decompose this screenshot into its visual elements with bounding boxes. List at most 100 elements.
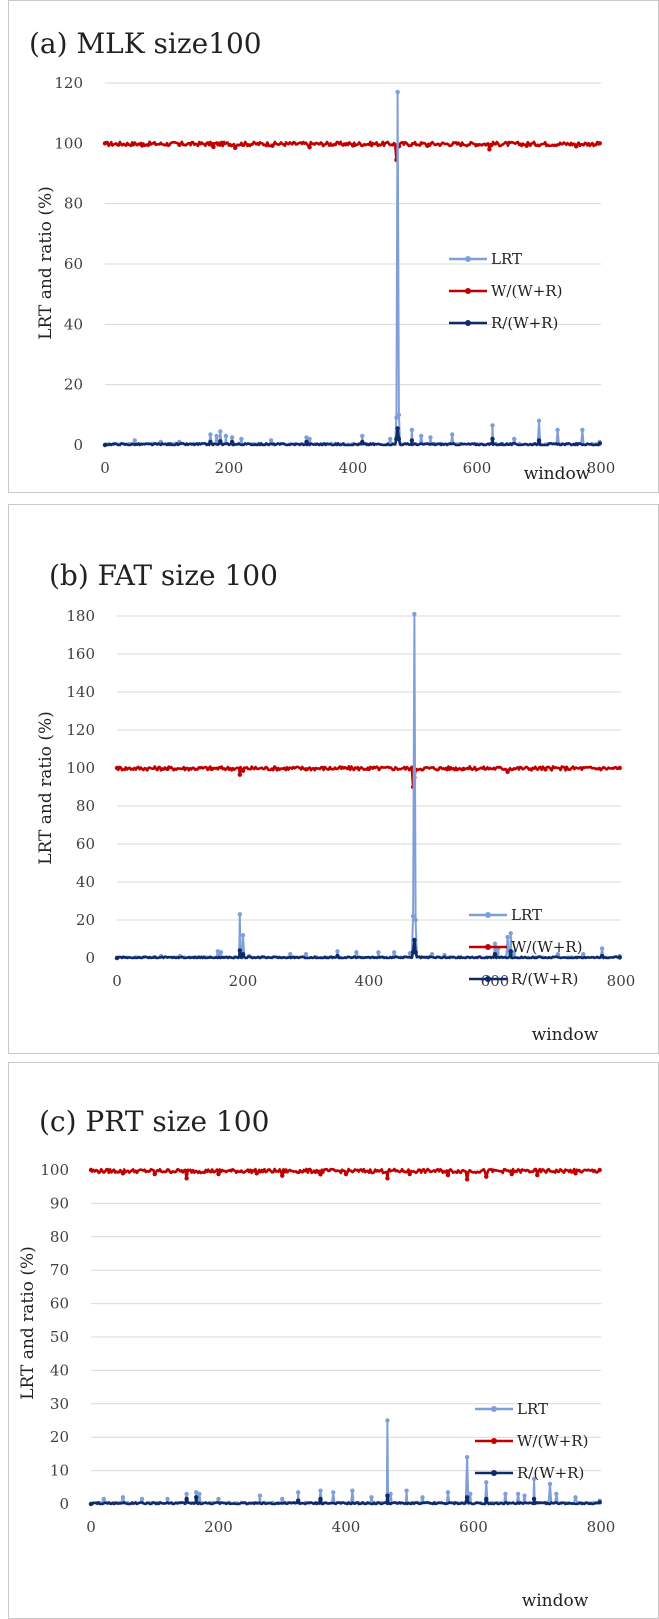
data-point bbox=[214, 433, 219, 439]
data-point bbox=[165, 766, 170, 772]
data-point bbox=[303, 767, 309, 772]
x-tick-label: 800 bbox=[587, 459, 616, 477]
data-point bbox=[543, 767, 548, 772]
data-point bbox=[580, 427, 585, 433]
data-point bbox=[412, 611, 417, 617]
x-tick-label: 0 bbox=[86, 1518, 96, 1536]
data-point bbox=[531, 1496, 537, 1502]
data-point bbox=[268, 438, 274, 443]
data-point bbox=[343, 1171, 349, 1177]
data-point bbox=[508, 949, 513, 954]
data-point bbox=[503, 1491, 508, 1497]
data-point bbox=[270, 143, 275, 148]
x-axis-label: window bbox=[522, 1591, 589, 1611]
y-tick-label: 140 bbox=[66, 683, 95, 701]
data-point bbox=[331, 1490, 336, 1495]
data-point bbox=[395, 89, 400, 95]
data-point bbox=[280, 1173, 285, 1178]
data-point bbox=[392, 950, 397, 955]
y-axis-label: LRT and ratio (%) bbox=[36, 186, 56, 340]
legend-marker bbox=[465, 288, 471, 294]
data-point bbox=[464, 1495, 470, 1500]
data-point bbox=[395, 426, 400, 431]
y-tick-label: 20 bbox=[64, 376, 83, 394]
data-point bbox=[295, 1490, 301, 1495]
x-tick-label: 600 bbox=[459, 1518, 488, 1536]
data-point bbox=[505, 769, 510, 774]
data-point bbox=[464, 1455, 470, 1460]
legend-marker bbox=[491, 1470, 497, 1476]
data-point bbox=[492, 952, 498, 957]
y-tick-label: 40 bbox=[76, 873, 95, 891]
data-point bbox=[573, 1495, 578, 1500]
data-point bbox=[597, 1500, 602, 1505]
data-point bbox=[512, 436, 517, 442]
y-tick-label: 0 bbox=[59, 1495, 69, 1513]
data-point bbox=[394, 415, 399, 421]
x-tick-label: 800 bbox=[607, 972, 636, 990]
data-point bbox=[307, 145, 312, 150]
data-point bbox=[229, 439, 235, 445]
y-tick-label: 30 bbox=[50, 1395, 69, 1413]
data-point bbox=[555, 427, 560, 433]
data-point bbox=[209, 766, 214, 772]
y-tick-label: 50 bbox=[50, 1328, 69, 1346]
x-axis-label: window bbox=[532, 1025, 599, 1045]
data-point bbox=[531, 1476, 537, 1482]
data-point bbox=[184, 1176, 189, 1181]
x-tick-label: 200 bbox=[204, 1518, 233, 1536]
y-axis-label: LRT and ratio (%) bbox=[18, 1246, 38, 1400]
data-point bbox=[120, 1171, 126, 1176]
data-point bbox=[396, 412, 402, 418]
data-point bbox=[229, 435, 235, 440]
data-point bbox=[407, 1171, 412, 1177]
data-point bbox=[490, 423, 495, 428]
data-point bbox=[165, 1496, 170, 1502]
data-point bbox=[102, 141, 108, 146]
data-point bbox=[218, 439, 223, 444]
data-point bbox=[237, 912, 243, 917]
legend-entry: W/(W+R) bbox=[517, 1432, 588, 1450]
data-point bbox=[88, 1501, 94, 1507]
data-point bbox=[114, 955, 120, 961]
data-point bbox=[376, 950, 381, 955]
data-point bbox=[461, 766, 466, 772]
data-point bbox=[425, 143, 430, 148]
data-point bbox=[536, 438, 542, 443]
data-point bbox=[385, 1418, 390, 1423]
data-point bbox=[335, 949, 340, 954]
data-point bbox=[350, 1488, 355, 1493]
data-point bbox=[573, 1171, 578, 1176]
data-point bbox=[428, 435, 433, 440]
series-line-r-w-r- bbox=[104, 427, 601, 447]
data-point bbox=[216, 1171, 221, 1177]
y-tick-label: 90 bbox=[50, 1194, 69, 1212]
y-tick-label: 100 bbox=[66, 759, 95, 777]
data-point bbox=[197, 1491, 202, 1497]
y-tick-label: 80 bbox=[64, 195, 83, 213]
legend-marker bbox=[485, 912, 491, 918]
data-point bbox=[240, 933, 246, 938]
data-point bbox=[429, 952, 435, 957]
y-tick-label: 120 bbox=[54, 74, 83, 92]
data-point bbox=[574, 144, 579, 149]
chart-panel-mlk: (a) MLK size100 0 20 40 60 80 100 120 0 200 400 600… bbox=[8, 0, 659, 493]
data-point bbox=[208, 439, 213, 445]
data-point bbox=[184, 1496, 189, 1502]
data-point bbox=[484, 1174, 489, 1179]
data-point bbox=[318, 1488, 323, 1493]
data-point bbox=[101, 1496, 106, 1502]
data-point bbox=[468, 1491, 473, 1497]
legend-entry: R/(W+R) bbox=[511, 970, 578, 988]
y-tick-label: 0 bbox=[85, 949, 95, 967]
y-tick-label: 80 bbox=[50, 1228, 69, 1246]
data-point bbox=[464, 1177, 470, 1182]
data-point bbox=[597, 1167, 602, 1173]
data-point bbox=[211, 144, 216, 150]
legend-entry: R/(W+R) bbox=[517, 1464, 584, 1482]
y-tick-label: 60 bbox=[50, 1295, 69, 1313]
data-point bbox=[114, 765, 120, 771]
data-point bbox=[288, 952, 293, 957]
data-point bbox=[240, 952, 246, 957]
data-point bbox=[505, 934, 510, 940]
